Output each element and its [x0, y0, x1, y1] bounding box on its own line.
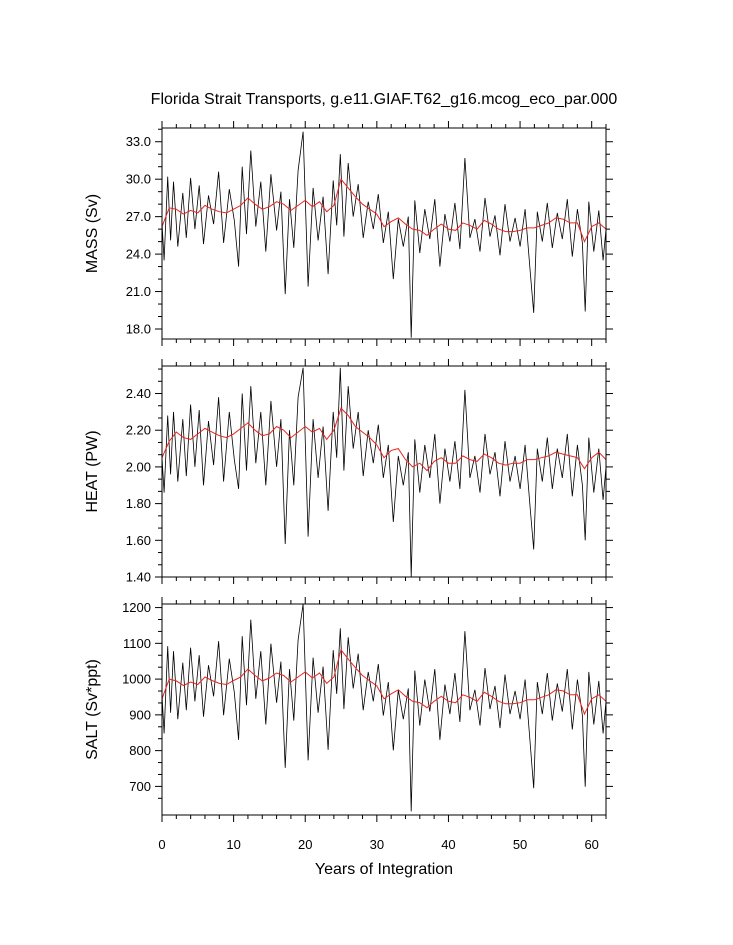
y-tick-label: 33.0: [126, 134, 151, 149]
x-tick-label: 40: [441, 837, 455, 852]
panel-frame: [161, 365, 607, 578]
y-tick-label: 1.80: [126, 496, 151, 511]
x-tick-label: 10: [226, 837, 240, 852]
y-tick-label: 27.0: [126, 209, 151, 224]
y-tick-label: 2.40: [126, 386, 151, 401]
y-tick-label: 700: [129, 779, 151, 794]
x-tick-label: 50: [513, 837, 527, 852]
y-tick-label: 18.0: [126, 322, 151, 337]
smoothed-series-line: [162, 178, 606, 243]
raw-series-line: [162, 604, 606, 812]
y-tick-label: 1000: [122, 672, 151, 687]
smoothed-series-line: [162, 407, 606, 472]
y-axis-title: HEAT (PW): [84, 430, 101, 512]
smoothed-series-line: [162, 648, 606, 716]
y-tick-label: 21.0: [126, 284, 151, 299]
y-tick-label: 1200: [122, 600, 151, 615]
x-tick-label: 30: [370, 837, 384, 852]
y-tick-label: 2.20: [126, 423, 151, 438]
y-tick-label: 30.0: [126, 172, 151, 187]
x-tick-label: 0: [158, 837, 165, 852]
x-tick-label: 60: [584, 837, 598, 852]
x-axis-title: Years of Integration: [315, 861, 453, 878]
panel-2: 1.40 1.60 1.80 2.00 2.20 2.40 HEAT (PW): [84, 359, 613, 585]
chart-title: Florida Strait Transports, g.e11.GIAF.T6…: [151, 91, 618, 108]
y-tick-label: 900: [129, 707, 151, 722]
raw-series-line: [162, 131, 606, 338]
panel-frame: [161, 127, 607, 340]
panel-1: 18.0 21.0 24.0 27.0 30.0 33.0 MASS (Sv): [84, 121, 613, 346]
y-axis-title: MASS (Sv): [84, 194, 101, 273]
y-tick-label: 1.60: [126, 533, 151, 548]
y-tick-label: 24.0: [126, 247, 151, 262]
y-tick-label: 2.00: [126, 459, 151, 474]
y-axis-title: SALT (Sv*ppt): [84, 659, 101, 760]
y-tick-label: 800: [129, 743, 151, 758]
panel-3: 700 800 900 1000 1100 1200 SALT (Sv*ppt) 0 10 20 3…: [84, 597, 613, 852]
panels: 18.0 21.0 24.0 27.0 30.0 33.0 MASS (Sv) 1.40 1.6…: [84, 121, 613, 852]
y-tick-label: 1100: [123, 636, 151, 651]
raw-series-line: [162, 367, 606, 577]
y-tick-label: 1.40: [126, 570, 151, 585]
x-tick-label: 20: [298, 837, 312, 852]
panel-frame: [161, 603, 607, 816]
